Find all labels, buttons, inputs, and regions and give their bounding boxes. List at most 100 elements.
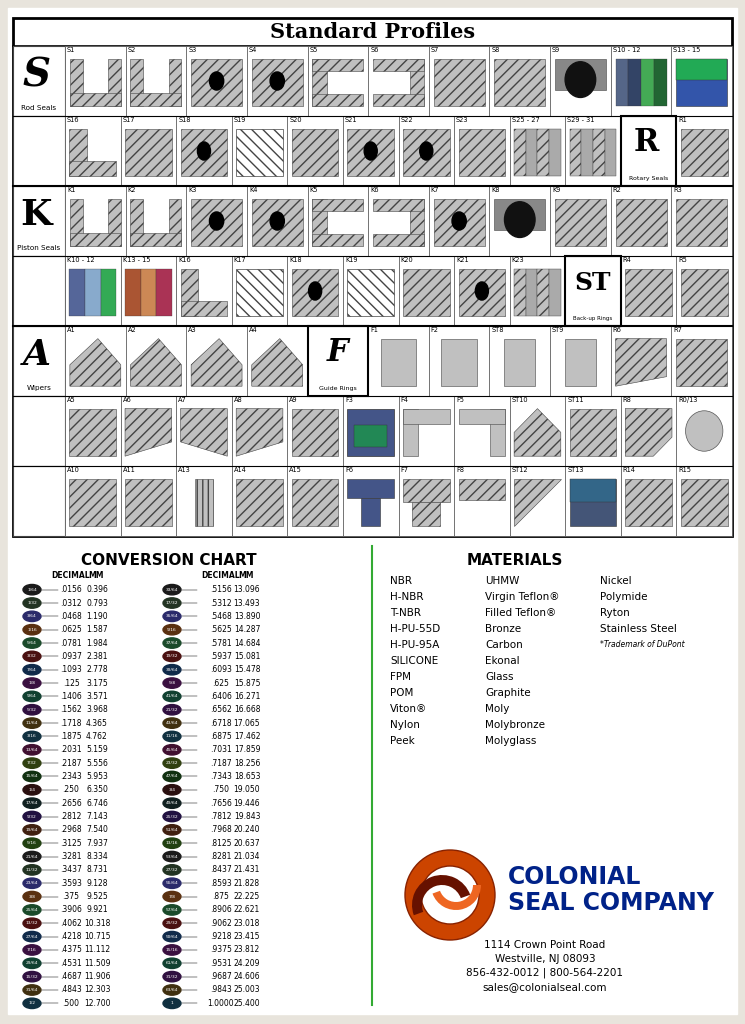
Ellipse shape [209,72,224,90]
Bar [101,268,116,316]
Bar [494,199,545,229]
Ellipse shape [270,72,285,90]
Text: .6093: .6093 [210,666,232,674]
Text: Rotary Seals: Rotary Seals [629,176,668,181]
Text: 13/32: 13/32 [26,922,38,926]
Text: 9/32: 9/32 [27,814,37,818]
Bar [373,234,424,246]
Text: 8.731: 8.731 [86,865,108,874]
Bar [454,256,510,326]
Text: SEAL COMPANY: SEAL COMPANY [508,891,714,915]
Bar [125,478,171,526]
Text: Glass: Glass [485,672,513,682]
Text: 22.225: 22.225 [234,892,260,901]
Bar [70,58,83,106]
Bar [550,326,611,396]
Text: S2: S2 [127,47,136,53]
Bar [458,268,505,316]
Bar [194,478,213,526]
Text: A4: A4 [249,327,258,333]
Ellipse shape [23,919,41,929]
Ellipse shape [504,202,535,238]
Text: S23: S23 [456,117,469,123]
Text: 15/16: 15/16 [165,948,178,952]
Text: 3.571: 3.571 [86,692,108,700]
Ellipse shape [163,972,181,982]
Text: 21/32: 21/32 [165,708,178,712]
Bar [410,58,424,106]
Bar [232,466,288,536]
Text: R14: R14 [623,467,635,473]
Text: 1.0000: 1.0000 [208,998,235,1008]
Text: A9: A9 [289,397,298,403]
Bar [312,199,326,246]
Bar [292,129,338,176]
Text: DECIMAL: DECIMAL [202,571,241,580]
Text: .3906: .3906 [60,905,82,914]
Text: Nickel: Nickel [600,575,632,586]
Ellipse shape [163,758,181,768]
Text: 1.587: 1.587 [86,626,108,634]
Ellipse shape [23,985,41,995]
Bar [458,129,505,176]
Text: 5/8: 5/8 [168,681,176,685]
Polygon shape [70,339,121,386]
Text: K17: K17 [234,257,247,263]
Bar [125,129,171,176]
Text: 23.415: 23.415 [234,932,260,941]
Text: A13: A13 [178,467,191,473]
Bar [180,129,227,176]
Bar [343,116,399,186]
Text: .2968: .2968 [60,825,82,835]
Bar [308,186,368,256]
Bar [671,186,732,256]
Ellipse shape [163,651,181,662]
Bar [537,129,549,176]
Bar [361,498,380,526]
Ellipse shape [23,972,41,982]
Text: 7/8: 7/8 [168,895,176,899]
Bar [676,466,732,536]
Bar [312,94,364,106]
Bar [373,94,424,106]
Text: .7812: .7812 [210,812,232,821]
Text: .9843: .9843 [210,985,232,994]
Text: 35/64: 35/64 [165,614,178,618]
Ellipse shape [163,585,181,595]
Text: K20: K20 [401,257,413,263]
Text: K4: K4 [249,187,258,193]
Text: .6406: .6406 [210,692,232,700]
Text: 31/32: 31/32 [165,975,178,979]
Text: Wipers: Wipers [27,385,51,391]
Bar [130,58,143,106]
Bar [621,116,676,186]
Text: .875: .875 [212,892,229,901]
Bar [121,466,176,536]
Text: COLONIAL: COLONIAL [508,865,641,889]
Bar [176,396,232,466]
Bar [368,186,429,256]
Text: CONVERSION CHART: CONVERSION CHART [81,553,257,568]
Bar [654,58,667,106]
Text: .9375: .9375 [210,945,232,954]
Text: S9: S9 [552,47,560,53]
Ellipse shape [23,824,41,835]
Bar [373,58,424,71]
Ellipse shape [23,691,41,701]
Text: 9/64: 9/64 [27,694,37,698]
Bar [681,268,728,316]
Text: A2: A2 [127,327,136,333]
Ellipse shape [23,625,41,635]
Ellipse shape [23,678,41,688]
Ellipse shape [163,744,181,755]
Text: R: R [633,127,659,158]
Bar [581,129,593,176]
Bar [308,326,368,396]
Bar [355,425,387,446]
Ellipse shape [163,891,181,902]
Bar [65,256,121,326]
Text: 14.287: 14.287 [234,626,260,634]
Wedge shape [405,850,495,940]
Text: S17: S17 [123,117,135,123]
Text: S: S [22,56,51,94]
